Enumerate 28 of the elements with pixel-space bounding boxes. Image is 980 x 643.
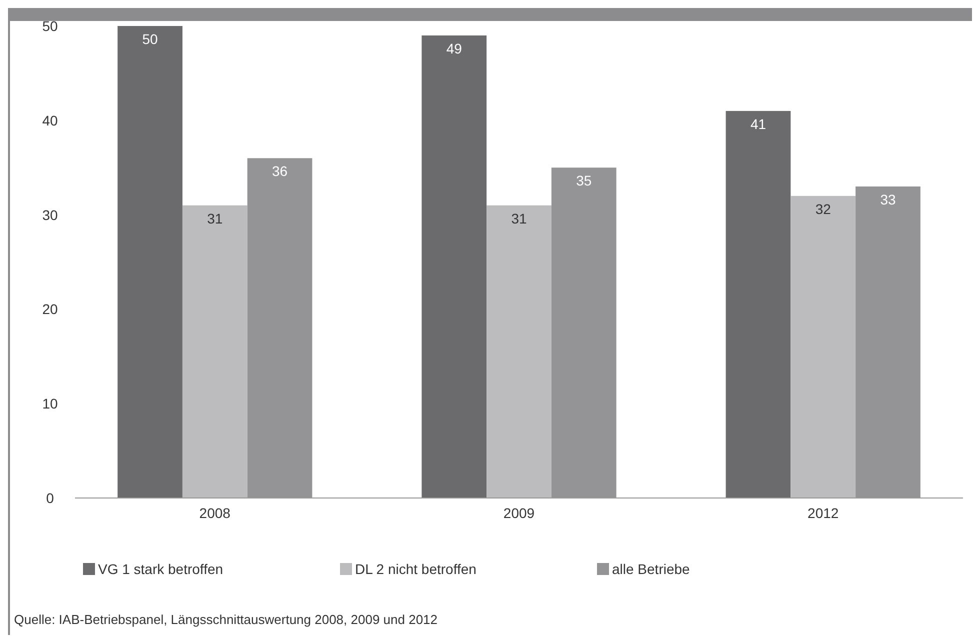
data-label: 49 [446,40,462,56]
legend-label: alle Betriebe [612,561,690,577]
data-label: 35 [576,172,592,189]
data-label: 33 [880,191,896,208]
y-tick-label: 40 [42,112,58,128]
source-note: Quelle: IAB-Betriebspanel, Längsschnittauswertung 2008, 2009 und 2012 [14,612,438,627]
data-label: 50 [142,31,158,47]
bar [726,110,791,498]
y-tick-label: 20 [42,301,58,318]
y-tick-label: 30 [42,206,58,223]
x-tick-label: 2008 [199,505,231,521]
bar [182,205,248,498]
data-label: 32 [815,200,832,217]
y-tick-label: 50 [42,18,58,34]
legend-label: DL 2 nicht betroffen [355,561,476,577]
bar [790,196,856,498]
bar [422,35,487,498]
bar [118,26,182,498]
x-tick-label: 2009 [503,505,535,521]
y-tick-label: 10 [42,396,58,412]
x-tick-label: 2012 [808,505,839,521]
y-tick-label: 0 [46,490,54,506]
data-label: 36 [272,163,288,180]
data-label: 41 [750,116,766,132]
legend-label: VG 1 stark betroffen [98,561,224,577]
bar [486,205,552,498]
data-label: 31 [511,210,527,226]
data-label: 31 [207,210,223,226]
